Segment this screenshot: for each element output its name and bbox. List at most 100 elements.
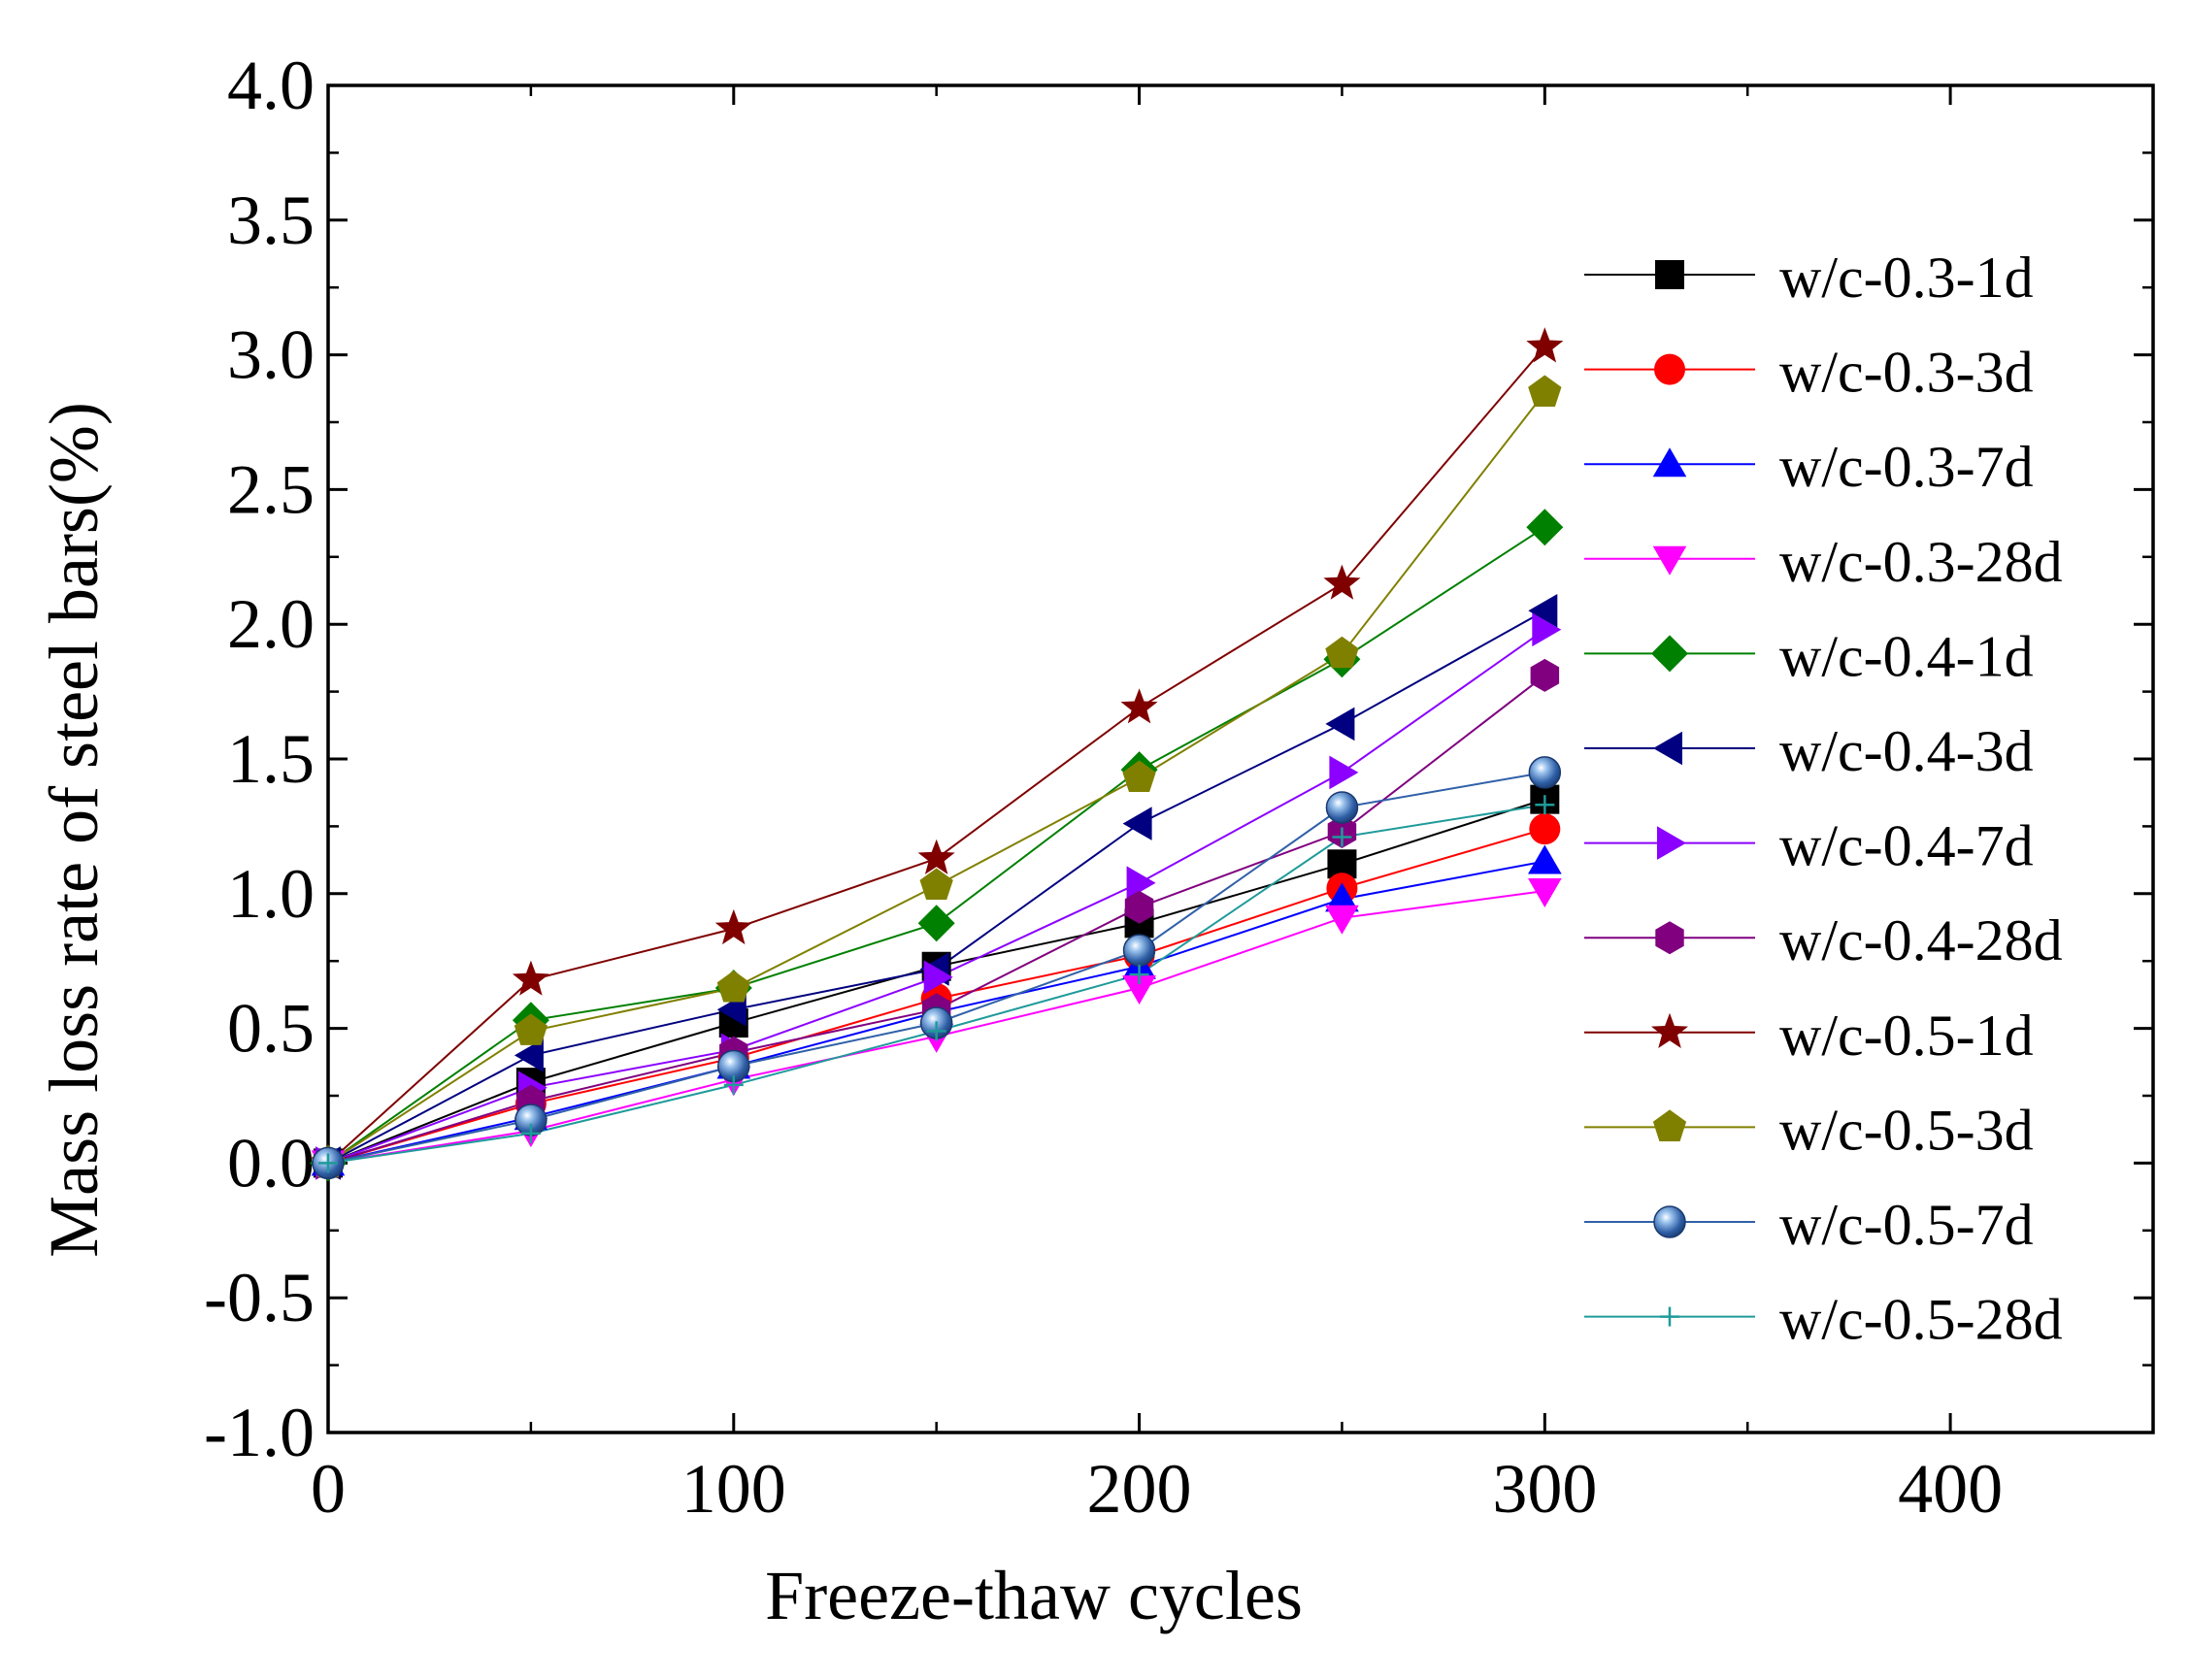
data-point: [723, 1074, 744, 1095]
data-point: [1329, 755, 1359, 790]
data-point: [1120, 688, 1158, 724]
data-point: [1124, 890, 1154, 924]
y-tick-label: 3.5: [227, 181, 315, 259]
y-axis-label: Mass loss rate of steel bars(%): [35, 402, 113, 1258]
data-point: [514, 1038, 544, 1072]
data-point: [716, 971, 750, 1003]
legend-item: w/c-0.5-28d: [1584, 1288, 2063, 1352]
data-point: [917, 905, 955, 942]
data-point: [1126, 866, 1156, 900]
data-point: [1325, 791, 1359, 824]
legend-label: w/c-0.4-28d: [1779, 908, 2063, 972]
legend-item: w/c-0.5-3d: [1584, 1098, 2034, 1162]
legend-marker: [1655, 260, 1684, 289]
data-point: [714, 908, 752, 945]
x-tick-label: 300: [1492, 1450, 1597, 1528]
legend-marker: [1653, 1205, 1686, 1238]
legend-item: w/c-0.4-7d: [1584, 814, 2034, 878]
data-point: [923, 960, 953, 995]
data-point: [1122, 807, 1152, 840]
data-point: [1332, 827, 1352, 847]
x-tick-label: 200: [1087, 1450, 1192, 1528]
legend: w/c-0.3-1d w/c-0.3-3d w/c-0.3-7d w/c-0.3-28…: [1584, 246, 2063, 1352]
data-point: [1325, 882, 1359, 912]
legend-label: w/c-0.3-7d: [1779, 435, 2034, 499]
data-point: [1325, 905, 1359, 935]
x-tick-label: 100: [681, 1450, 786, 1528]
y-tick-label: 1.5: [227, 720, 315, 798]
y-tick-label: -1.0: [204, 1394, 315, 1471]
legend-label: w/c-0.3-28d: [1779, 530, 2063, 594]
y-tick-label: 2.0: [227, 585, 315, 663]
data-point: [1530, 658, 1560, 692]
x-tick-label: 0: [311, 1450, 346, 1528]
y-tick-label: 3.0: [227, 316, 315, 394]
legend-marker: [1652, 545, 1687, 576]
legend-item: w/c-0.3-3d: [1584, 341, 2034, 405]
data-point: [520, 1123, 541, 1143]
x-tick-label: 400: [1898, 1450, 2003, 1528]
legend-label: w/c-0.4-1d: [1779, 624, 2034, 688]
legend-item: w/c-0.3-28d: [1584, 530, 2063, 594]
legend-marker: [1652, 1109, 1687, 1141]
data-point: [1526, 509, 1564, 546]
data-point: [1529, 813, 1561, 845]
data-point: [1325, 707, 1355, 741]
data-point: [1532, 612, 1562, 647]
y-tick-label: 0.0: [227, 1124, 315, 1202]
data-point: [1528, 375, 1562, 407]
legend-item: w/c-0.5-7d: [1584, 1193, 2034, 1257]
data-point: [1122, 760, 1156, 792]
legend-item: w/c-0.5-1d: [1584, 1004, 2034, 1068]
axis-labels: Freeze-thaw cycles Mass loss rate of ste…: [35, 402, 1303, 1634]
series-markers-10: [311, 375, 1562, 1177]
y-tick-label: 2.5: [227, 450, 315, 528]
legend-marker: [1653, 731, 1682, 766]
data-point: [919, 868, 953, 900]
data-point: [318, 1153, 338, 1173]
x-axis-label: Freeze-thaw cycles: [765, 1557, 1303, 1634]
y-tick-label: 4.0: [227, 47, 315, 124]
data-point: [926, 1021, 946, 1041]
plot-series: [310, 327, 1564, 1182]
legend-marker: [1660, 1306, 1679, 1327]
series-markers-12: [318, 795, 1555, 1173]
legend-marker: [1655, 921, 1684, 955]
legend-item: w/c-0.4-3d: [1584, 719, 2034, 783]
axes: 0 100 200 300 400 -1.0 -0.5 0.0 0.5 1.0 1.5 2.0 2.5 3…: [204, 47, 2155, 1528]
legend-label: w/c-0.5-7d: [1779, 1193, 2034, 1257]
data-point: [1323, 564, 1361, 600]
legend-item: w/c-0.4-1d: [1584, 624, 2034, 688]
legend-label: w/c-0.3-1d: [1779, 246, 2034, 310]
legend-marker: [1651, 1012, 1688, 1048]
data-point: [1122, 975, 1156, 1005]
legend-marker: [1651, 635, 1688, 673]
legend-label: w/c-0.5-3d: [1779, 1098, 2034, 1162]
legend-marker: [1652, 447, 1687, 478]
data-point: [1129, 965, 1149, 985]
data-point: [1528, 756, 1562, 789]
data-point: [1122, 934, 1156, 967]
data-point: [1325, 636, 1359, 669]
legend-marker: [1657, 826, 1686, 860]
data-point: [917, 839, 955, 874]
legend-label: w/c-0.4-3d: [1779, 719, 2034, 783]
data-point: [514, 1013, 548, 1045]
legend-label: w/c-0.4-7d: [1779, 814, 2034, 878]
legend-marker: [1654, 353, 1685, 385]
legend-item: w/c-0.3-7d: [1584, 435, 2034, 499]
data-point: [1526, 327, 1564, 363]
legend-label: w/c-0.5-28d: [1779, 1288, 2063, 1352]
legend-label: w/c-0.5-1d: [1779, 1004, 2034, 1068]
data-point: [512, 960, 549, 996]
data-point: [1528, 844, 1562, 874]
legend-label: w/c-0.3-3d: [1779, 341, 2034, 405]
y-tick-label: 1.0: [227, 855, 315, 933]
y-tick-label: -0.5: [204, 1259, 315, 1336]
data-point: [1528, 594, 1558, 628]
legend-item: w/c-0.4-28d: [1584, 908, 2063, 972]
y-tick-label: 0.5: [227, 990, 315, 1068]
legend-item: w/c-0.3-1d: [1584, 246, 2034, 310]
data-point: [1528, 878, 1562, 907]
